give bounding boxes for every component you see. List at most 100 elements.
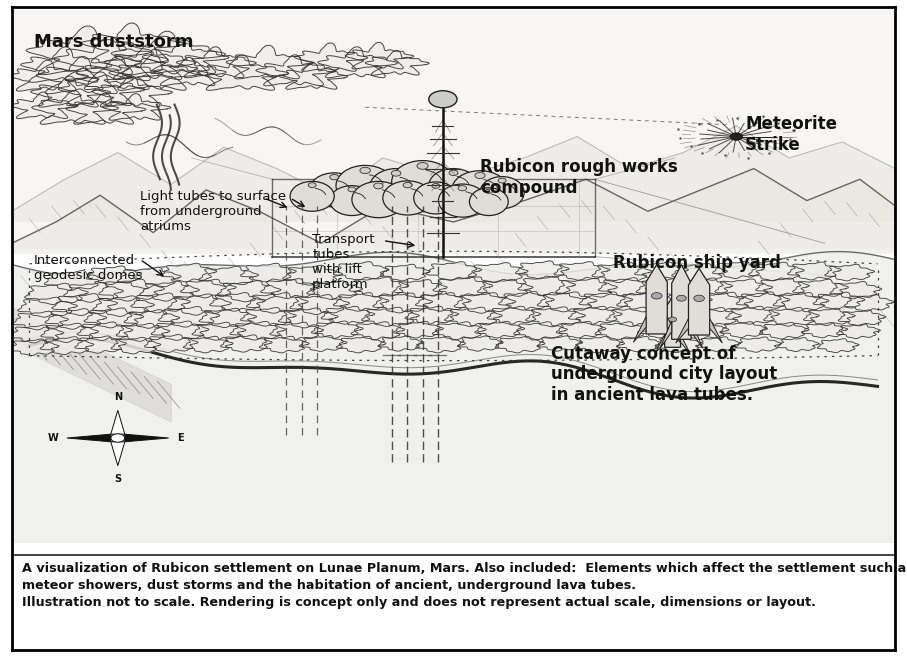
Polygon shape (475, 321, 525, 338)
Circle shape (360, 168, 370, 173)
Polygon shape (394, 280, 447, 298)
Polygon shape (736, 292, 790, 310)
Ellipse shape (438, 184, 486, 217)
Polygon shape (269, 323, 324, 340)
Polygon shape (218, 281, 281, 302)
Circle shape (694, 295, 705, 302)
Polygon shape (161, 263, 217, 282)
Polygon shape (45, 309, 107, 329)
Polygon shape (366, 51, 429, 75)
Polygon shape (77, 322, 133, 340)
Polygon shape (415, 336, 465, 353)
Ellipse shape (429, 169, 478, 203)
Polygon shape (526, 307, 585, 327)
Polygon shape (495, 336, 545, 353)
Polygon shape (648, 306, 702, 325)
Polygon shape (454, 292, 516, 313)
Text: A visualization of Rubicon settlement on Lunae Planum, Mars. Also included:  Ele: A visualization of Rubicon settlement on… (23, 562, 907, 609)
Polygon shape (713, 261, 765, 279)
Polygon shape (720, 322, 767, 338)
Text: Interconnected
geodesic domes: Interconnected geodesic domes (34, 254, 142, 282)
Polygon shape (515, 261, 570, 279)
Polygon shape (487, 306, 541, 325)
Polygon shape (777, 338, 819, 351)
Polygon shape (426, 261, 482, 281)
Polygon shape (351, 322, 405, 340)
Polygon shape (226, 45, 313, 79)
Polygon shape (638, 321, 688, 338)
Polygon shape (31, 76, 111, 107)
Polygon shape (635, 262, 688, 280)
Polygon shape (373, 293, 433, 313)
Polygon shape (240, 307, 297, 326)
Polygon shape (58, 72, 145, 106)
Polygon shape (109, 55, 200, 91)
Polygon shape (131, 293, 190, 313)
Ellipse shape (480, 177, 524, 209)
Polygon shape (183, 336, 233, 353)
Polygon shape (104, 44, 196, 79)
Polygon shape (144, 334, 198, 353)
Polygon shape (112, 32, 226, 76)
Polygon shape (295, 43, 367, 72)
Ellipse shape (336, 166, 395, 206)
Polygon shape (697, 337, 741, 351)
Polygon shape (44, 271, 104, 290)
Circle shape (458, 185, 466, 191)
Polygon shape (691, 321, 703, 348)
Polygon shape (199, 308, 257, 328)
Polygon shape (76, 56, 162, 89)
Circle shape (417, 162, 428, 170)
Polygon shape (283, 265, 343, 285)
Polygon shape (54, 37, 168, 81)
Polygon shape (688, 268, 709, 335)
Polygon shape (317, 47, 398, 78)
Polygon shape (9, 339, 59, 355)
Polygon shape (111, 411, 125, 434)
Polygon shape (256, 55, 336, 86)
Polygon shape (52, 294, 118, 315)
Polygon shape (433, 322, 486, 340)
Polygon shape (142, 40, 229, 74)
Polygon shape (93, 296, 154, 317)
Polygon shape (21, 47, 112, 82)
Ellipse shape (369, 169, 423, 206)
Polygon shape (84, 308, 143, 328)
Polygon shape (477, 279, 533, 298)
Text: E: E (177, 433, 184, 443)
Polygon shape (230, 321, 286, 340)
Polygon shape (579, 292, 633, 310)
Circle shape (677, 295, 687, 301)
Polygon shape (279, 62, 347, 89)
Circle shape (498, 178, 506, 183)
Ellipse shape (414, 182, 458, 214)
Polygon shape (346, 43, 414, 69)
Polygon shape (678, 322, 729, 340)
Polygon shape (838, 310, 886, 326)
Polygon shape (606, 307, 664, 327)
Circle shape (651, 292, 662, 299)
Polygon shape (658, 292, 712, 310)
Polygon shape (646, 265, 668, 334)
Polygon shape (153, 57, 227, 86)
Polygon shape (259, 336, 309, 353)
Polygon shape (299, 336, 347, 351)
Ellipse shape (452, 171, 508, 209)
Polygon shape (199, 266, 258, 286)
Polygon shape (633, 317, 646, 342)
Polygon shape (334, 261, 389, 281)
Polygon shape (672, 263, 727, 282)
Polygon shape (198, 55, 288, 91)
Polygon shape (140, 281, 200, 301)
Polygon shape (158, 307, 219, 327)
Polygon shape (575, 336, 625, 353)
Text: Light tubes to surface
from underground
atriums: Light tubes to surface from underground … (140, 190, 286, 233)
Polygon shape (696, 292, 753, 311)
Circle shape (668, 317, 677, 322)
Text: S: S (114, 474, 122, 484)
Ellipse shape (309, 173, 359, 207)
Text: Mars duststorm: Mars duststorm (34, 33, 193, 51)
Polygon shape (726, 306, 779, 325)
Polygon shape (405, 306, 459, 325)
Circle shape (429, 91, 457, 108)
